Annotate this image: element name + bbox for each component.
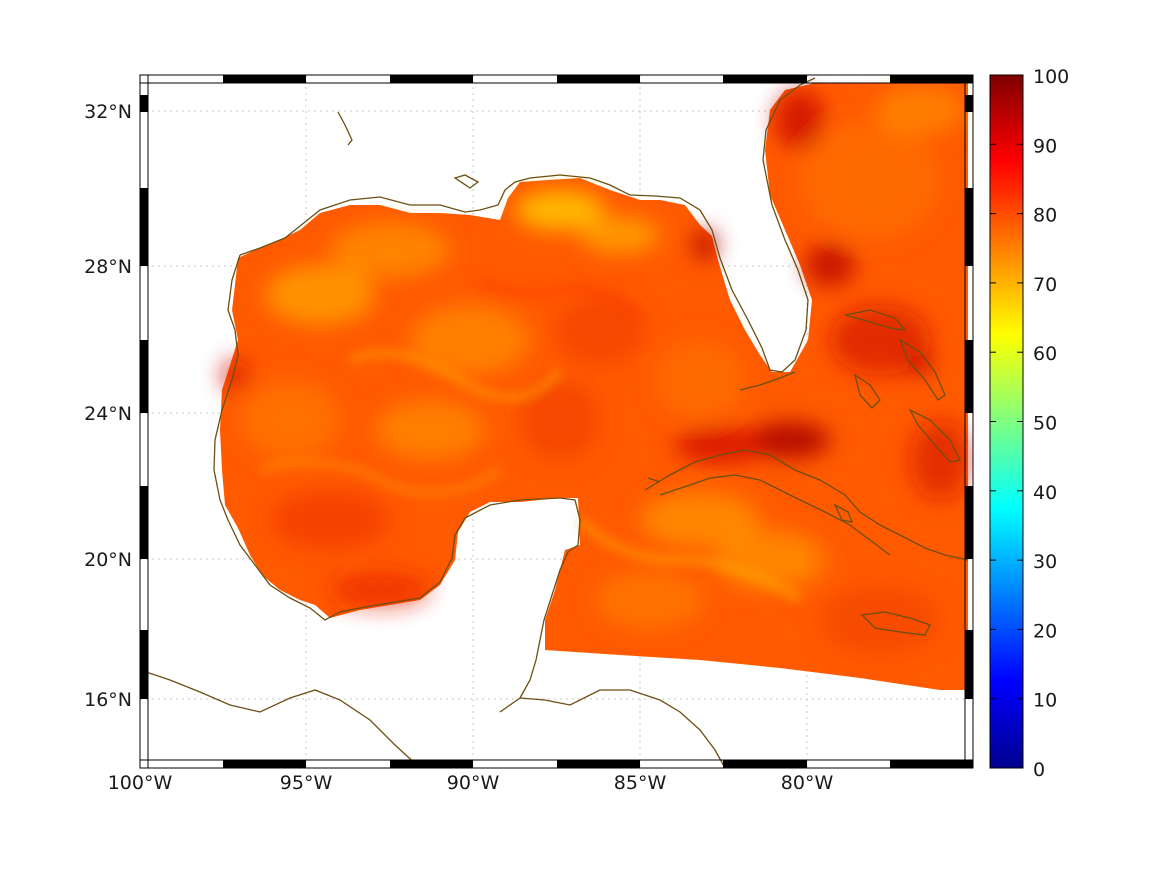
colorbar-tick-label: 60	[1033, 343, 1057, 365]
lat-tick-label: 20°N	[84, 549, 132, 571]
colorbar-tick-label: 20	[1033, 620, 1057, 642]
colorbar-tick-label: 80	[1033, 205, 1057, 227]
colorbar-tick-label: 100	[1033, 66, 1069, 88]
lat-tick-label: 24°N	[84, 403, 132, 425]
map-frame	[139, 74, 974, 769]
colorbar-tick-label: 40	[1033, 482, 1057, 504]
colorbar-tick-label: 70	[1033, 274, 1057, 296]
lat-tick-label: 32°N	[84, 101, 132, 123]
lon-tick-label: 95°W	[280, 772, 333, 794]
lat-tick-label: 16°N	[84, 689, 132, 711]
lon-tick-label: 80°W	[781, 772, 834, 794]
lat-tick-labels: 32°N 28°N 24°N 20°N 16°N	[84, 101, 132, 711]
lon-tick-label: 85°W	[614, 772, 667, 794]
lon-tick-labels: 100°W 95°W 90°W 85°W 80°W	[108, 772, 834, 794]
colorbar-tick-label: 90	[1033, 135, 1057, 157]
colorbar-tick-label: 0	[1033, 759, 1045, 781]
lat-tick-label: 28°N	[84, 256, 132, 278]
lon-tick-label: 100°W	[108, 772, 173, 794]
colorbar-tick-label: 30	[1033, 551, 1057, 573]
ocean-field-gulf	[220, 83, 970, 690]
coastlines	[140, 77, 969, 768]
colorbar-tick-label: 10	[1033, 690, 1057, 712]
lon-tick-label: 90°W	[447, 772, 500, 794]
colorbar-tick-label: 50	[1033, 413, 1057, 435]
